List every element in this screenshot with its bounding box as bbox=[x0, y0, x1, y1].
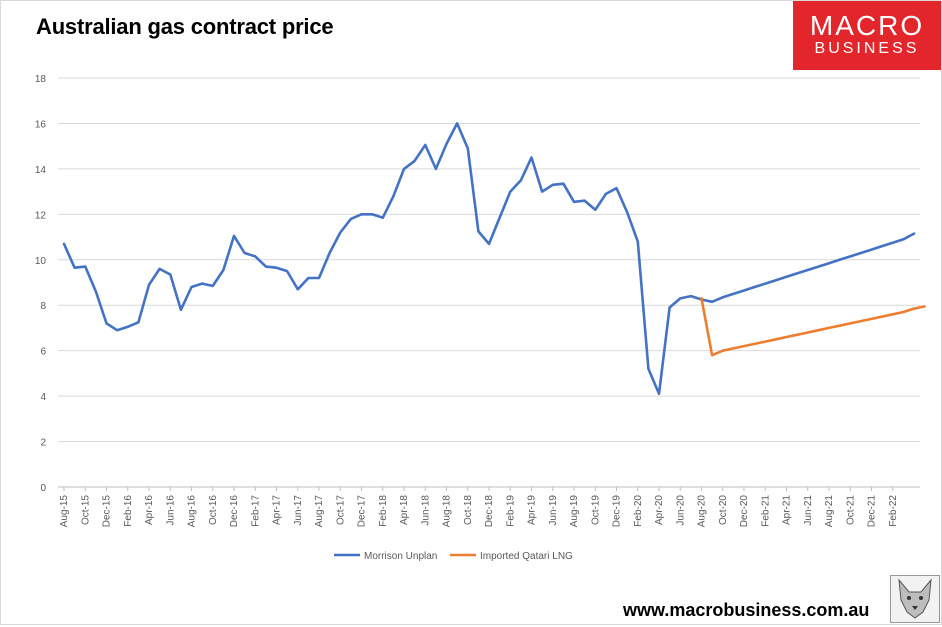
x-tick-label: Dec-20 bbox=[739, 495, 750, 528]
x-tick-label: Oct-17 bbox=[335, 495, 346, 525]
x-tick-label: Oct-21 bbox=[845, 495, 856, 525]
x-tick-label: Aug-15 bbox=[59, 495, 70, 528]
series-line-imported-qatari-lng bbox=[700, 297, 926, 357]
y-tick-label: 10 bbox=[35, 256, 47, 267]
x-tick-label: Aug-21 bbox=[824, 495, 835, 528]
x-tick-label: Dec-17 bbox=[357, 495, 368, 528]
x-tick-label: Jun-19 bbox=[548, 495, 559, 526]
x-tick-label: Feb-18 bbox=[378, 495, 389, 527]
logo-line-1: MACRO bbox=[809, 10, 925, 41]
x-tick-label: Feb-21 bbox=[760, 495, 771, 527]
y-tick-label: 14 bbox=[35, 165, 47, 176]
y-tick-label: 0 bbox=[40, 483, 46, 494]
x-tick-label: Feb-19 bbox=[505, 495, 516, 527]
x-tick-label: Aug-16 bbox=[187, 495, 198, 528]
x-tick-label: Jun-17 bbox=[293, 495, 304, 526]
x-tick-label: Oct-19 bbox=[590, 495, 601, 525]
y-tick-label: 18 bbox=[35, 74, 47, 85]
x-tick-label: Jun-18 bbox=[420, 495, 431, 526]
footer-url[interactable]: www.macrobusiness.com.au bbox=[623, 600, 870, 620]
x-tick-label: Aug-19 bbox=[569, 495, 580, 528]
y-tick-label: 12 bbox=[35, 210, 47, 221]
y-tick-label: 16 bbox=[35, 119, 47, 130]
x-tick-label: Dec-21 bbox=[867, 495, 878, 528]
y-tick-label: 6 bbox=[40, 347, 46, 358]
x-tick-label: Feb-16 bbox=[123, 495, 134, 527]
x-tick-label: Apr-17 bbox=[272, 495, 283, 525]
x-tick-label: Aug-20 bbox=[697, 495, 708, 528]
x-tick-label: Dec-18 bbox=[484, 495, 495, 528]
x-tick-label: Apr-19 bbox=[527, 495, 538, 525]
x-tick-label: Apr-20 bbox=[654, 495, 665, 525]
x-tick-label: Apr-18 bbox=[399, 495, 410, 525]
logo-line-2: BUSINESS bbox=[814, 40, 920, 57]
x-tick-label: Feb-22 bbox=[888, 495, 899, 527]
x-tick-label: Feb-20 bbox=[633, 495, 644, 527]
x-tick-label: Oct-16 bbox=[208, 495, 219, 525]
x-tick-label: Aug-18 bbox=[442, 495, 453, 528]
x-tick-label: Apr-16 bbox=[144, 495, 155, 525]
x-tick-label: Feb-17 bbox=[250, 495, 261, 527]
y-tick-label: 4 bbox=[40, 392, 46, 403]
x-tick-label: Oct-18 bbox=[463, 495, 474, 525]
x-tick-label: Jun-20 bbox=[675, 495, 686, 526]
x-tick-label: Dec-19 bbox=[612, 495, 623, 528]
series-line-morrison-unplan bbox=[62, 122, 916, 396]
x-tick-label: Oct-15 bbox=[80, 495, 91, 525]
x-tick-label: Aug-17 bbox=[314, 495, 325, 528]
x-tick-label: Oct-20 bbox=[718, 495, 729, 525]
legend-label: Morrison Unplan bbox=[364, 551, 437, 562]
y-tick-label: 2 bbox=[40, 438, 46, 449]
x-tick-label: Jun-21 bbox=[803, 495, 814, 526]
y-tick-label: 8 bbox=[40, 301, 46, 312]
x-tick-label: Apr-21 bbox=[782, 495, 793, 525]
x-tick-label: Jun-16 bbox=[165, 495, 176, 526]
macrobusiness-logo[interactable]: MACRO BUSINESS bbox=[793, 1, 941, 70]
wolf-icon bbox=[890, 575, 940, 623]
x-tick-label: Dec-16 bbox=[229, 495, 240, 528]
x-tick-label: Dec-15 bbox=[102, 495, 113, 528]
chart-title: Australian gas contract price bbox=[36, 14, 334, 39]
legend-label: Imported Qatari LNG bbox=[480, 551, 573, 562]
